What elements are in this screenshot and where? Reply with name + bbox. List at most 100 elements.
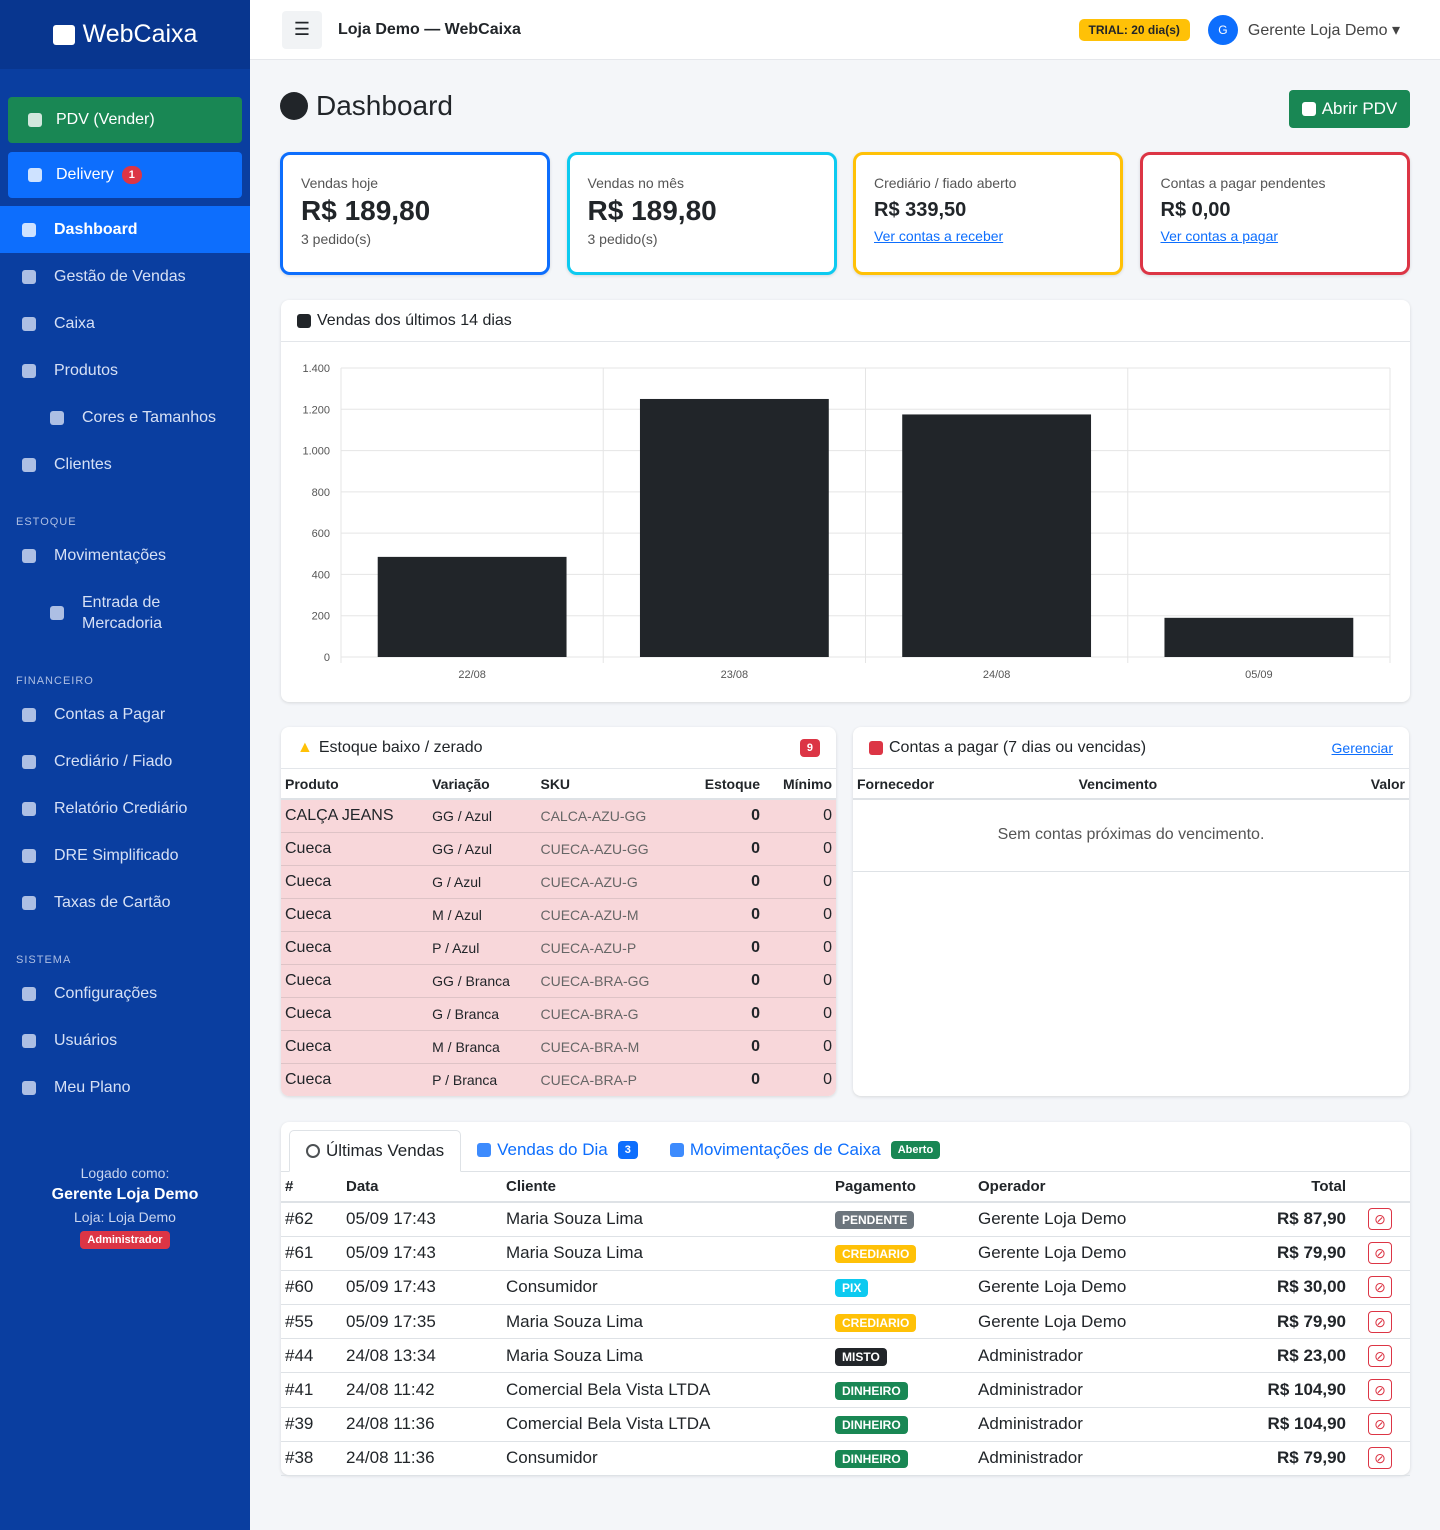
kpi-label: Vendas no mês bbox=[587, 175, 685, 191]
column-header: # bbox=[281, 1172, 342, 1203]
sale-cell: R$ 104,90 bbox=[1234, 1407, 1350, 1442]
stock-cell: 0 bbox=[684, 964, 764, 998]
sale-id: #38 bbox=[285, 1448, 314, 1468]
nav-item[interactable]: Entrada de Mercadoria bbox=[0, 579, 250, 647]
sale-cell: R$ 79,90 bbox=[1234, 1441, 1350, 1477]
sale-id: #61 bbox=[285, 1243, 314, 1263]
cancel-button[interactable]: ⊘ bbox=[1368, 1379, 1392, 1402]
role: Administrador bbox=[80, 1231, 170, 1249]
page-title: Dashboard bbox=[316, 90, 453, 121]
nav-heading: ESTOQUE bbox=[16, 516, 77, 528]
stock-header: ▲ Estoque baixo / zerado 9 bbox=[281, 727, 836, 769]
nav-item[interactable]: Clientes bbox=[0, 441, 250, 488]
kpi-link[interactable]: Ver contas a receber bbox=[874, 228, 1004, 244]
menu-toggle[interactable]: ☰ bbox=[282, 10, 322, 49]
kpi-note: 3 pedido(s) bbox=[301, 231, 372, 247]
chart: 0 200 400 600 800 1.000 1.200 1.400 22/08 23/08 24… bbox=[302, 363, 1391, 681]
nav-item[interactable]: Crediário / Fiado bbox=[0, 738, 250, 785]
nav-item[interactable]: Meu Plano bbox=[0, 1064, 250, 1111]
tab[interactable]: Últimas Vendas bbox=[289, 1130, 462, 1172]
sale-cell: R$ 104,90 bbox=[1234, 1372, 1350, 1408]
stock-cell: CUECA-AZU-M bbox=[536, 898, 685, 932]
sale-operator: Administrador bbox=[978, 1414, 1083, 1434]
cancel-button[interactable]: ⊘ bbox=[1368, 1310, 1392, 1333]
sales-table: # Data Cliente Pagamento Operador Total #62 05/… bbox=[281, 1172, 1410, 1477]
nav-icon bbox=[22, 548, 36, 563]
nav-label: Movimentações bbox=[54, 547, 167, 564]
delivery-button[interactable]: Delivery 1 bbox=[8, 152, 242, 198]
nav: Dashboard Gestão de Vendas Caixa Produtos Co… bbox=[0, 206, 250, 1111]
nav-item[interactable]: Taxas de Cartão bbox=[0, 879, 250, 926]
tab-icon bbox=[306, 1144, 320, 1158]
payables-table: Fornecedor Vencimento Valor Sem contas próx… bbox=[853, 769, 1409, 872]
x-tick-label: 22/08 bbox=[458, 669, 486, 681]
stock-cell: Cueca bbox=[281, 865, 429, 899]
sale-row: #62 05/09 17:43 Maria Souza Lima PENDENTE Ge… bbox=[281, 1202, 1410, 1237]
sale-cell: PIX bbox=[831, 1270, 974, 1306]
cancel-button[interactable]: ⊘ bbox=[1368, 1208, 1392, 1231]
sale-row: #39 24/08 11:36 Comercial Bela Vista LTDA D… bbox=[281, 1407, 1410, 1442]
cancel-button[interactable]: ⊘ bbox=[1368, 1242, 1392, 1265]
nav-heading: FINANCEIRO bbox=[16, 675, 94, 687]
nav-item[interactable]: Relatório Crediário bbox=[0, 785, 250, 832]
sale-cell: #60 bbox=[281, 1270, 342, 1306]
open-pdv[interactable]: Abrir PDV bbox=[1289, 90, 1410, 128]
stock-cell: GG / Branca bbox=[428, 964, 537, 998]
stock-cell: CUECA-AZU-P bbox=[536, 931, 685, 965]
action-cell: ⊘ bbox=[1350, 1441, 1410, 1477]
nav-item[interactable]: Configurações bbox=[0, 970, 250, 1017]
stock-cell: 0 bbox=[763, 832, 836, 866]
sale-cell: 05/09 17:43 bbox=[342, 1202, 502, 1237]
sale-date: 05/09 17:43 bbox=[346, 1209, 436, 1229]
nav-item[interactable]: Caixa bbox=[0, 300, 250, 347]
payment-badge: CREDIARIO bbox=[835, 1245, 917, 1264]
sale-row: #55 05/09 17:35 Maria Souza Lima CREDIARIO G… bbox=[281, 1304, 1410, 1340]
sale-cell: MISTO bbox=[831, 1338, 974, 1374]
cancel-button[interactable]: ⊘ bbox=[1368, 1413, 1392, 1436]
nav-item[interactable]: Cores e Tamanhos bbox=[0, 394, 250, 441]
stock-row: Cueca GG / Azul CUECA-AZU-GG 0 0 bbox=[281, 832, 836, 866]
kpi-value: R$ 189,80 bbox=[587, 195, 717, 226]
nav-item[interactable]: Produtos bbox=[0, 347, 250, 394]
nav-icon bbox=[22, 1033, 36, 1048]
stock-cell: 0 bbox=[763, 898, 836, 932]
sale-cell: 05/09 17:43 bbox=[342, 1270, 502, 1306]
sale-cell: Comercial Bela Vista LTDA bbox=[502, 1372, 831, 1408]
stock-cell: 0 bbox=[684, 1030, 764, 1064]
chart-header: Vendas dos últimos 14 dias bbox=[281, 300, 1410, 342]
sale-total: R$ 23,00 bbox=[1277, 1345, 1346, 1365]
topbar: ☰ Loja Demo — WebCaixa TRIAL: 20 dia(s) … bbox=[250, 0, 1440, 60]
nav-label: Usuários bbox=[54, 1032, 118, 1049]
cancel-button[interactable]: ⊘ bbox=[1368, 1344, 1392, 1367]
sale-id: #62 bbox=[285, 1209, 314, 1229]
delivery-label: Delivery bbox=[56, 166, 114, 183]
header-row: Produto Variação SKU Estoque Mínimo bbox=[281, 769, 836, 800]
nav-item[interactable]: Movimentações bbox=[0, 532, 250, 579]
stock-row: Cueca M / Azul CUECA-AZU-M 0 0 bbox=[281, 898, 836, 932]
sale-cell: #44 bbox=[281, 1338, 342, 1374]
y-tick-label: 1.400 bbox=[302, 363, 330, 375]
kpi-link[interactable]: Ver contas a pagar bbox=[1160, 228, 1279, 244]
nav-item[interactable]: Gestão de Vendas bbox=[0, 253, 250, 300]
nav-icon bbox=[22, 848, 36, 863]
nav-item[interactable]: DRE Simplificado bbox=[0, 832, 250, 879]
user-menu[interactable]: Gerente Loja Demo ▾ bbox=[1247, 21, 1400, 39]
payment-badge: PIX bbox=[835, 1279, 869, 1298]
nav-item[interactable]: Contas a Pagar bbox=[0, 691, 250, 738]
nav-item[interactable]: Dashboard bbox=[0, 206, 250, 253]
tab[interactable]: Vendas do Dia 3 bbox=[461, 1129, 654, 1171]
nav-item[interactable]: Usuários bbox=[0, 1017, 250, 1064]
y-tick-label: 0 bbox=[324, 652, 330, 664]
stock-cell: Cueca bbox=[281, 1030, 429, 1064]
store: Loja: Loja Demo bbox=[74, 1209, 176, 1225]
cancel-button[interactable]: ⊘ bbox=[1368, 1276, 1392, 1299]
tab[interactable]: Movimentações de Caixa Aberto bbox=[654, 1129, 956, 1171]
payment-badge: CREDIARIO bbox=[835, 1313, 917, 1332]
payables-link[interactable]: Gerenciar bbox=[1331, 739, 1393, 756]
stock-cell: Cueca bbox=[281, 964, 429, 998]
sale-cell: Gerente Loja Demo bbox=[974, 1236, 1234, 1271]
sale-date: 24/08 11:36 bbox=[346, 1448, 435, 1468]
nav-label: Crediário / Fiado bbox=[54, 753, 173, 770]
pdv-button[interactable]: PDV (Vender) bbox=[8, 97, 242, 143]
cancel-button[interactable]: ⊘ bbox=[1368, 1447, 1392, 1470]
